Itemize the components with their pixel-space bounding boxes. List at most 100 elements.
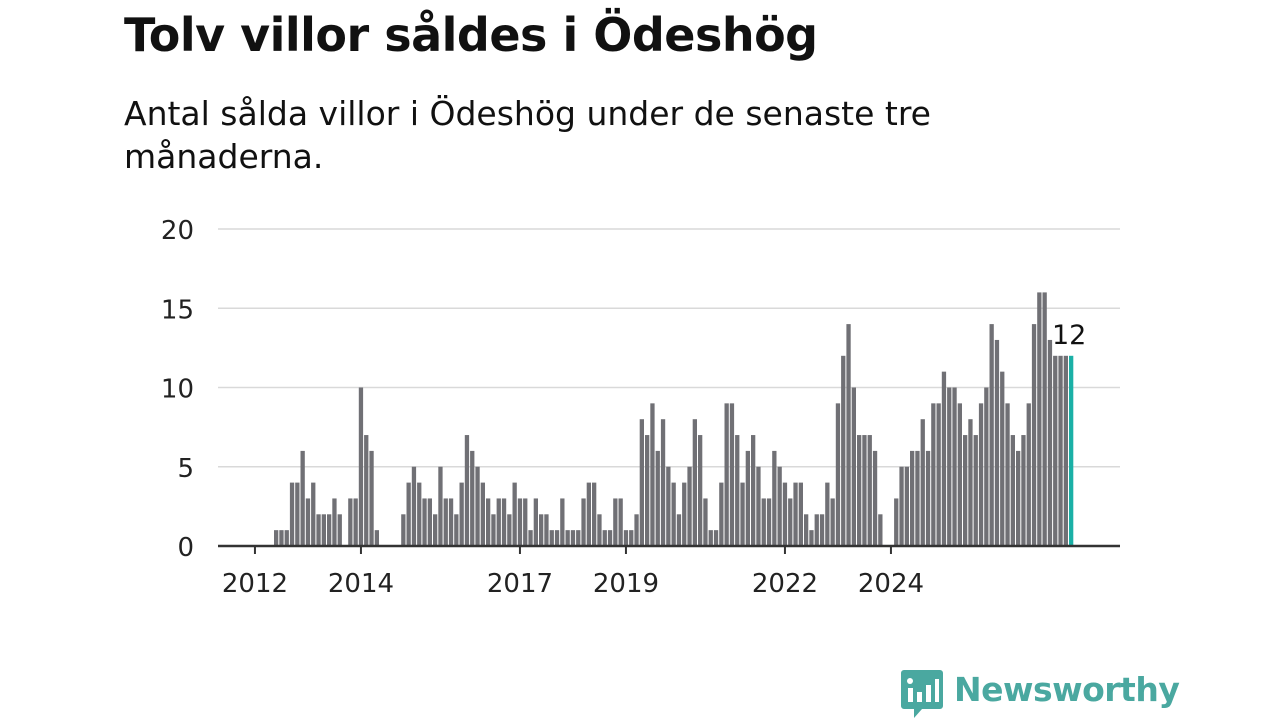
bar xyxy=(910,450,915,546)
bar xyxy=(851,387,856,546)
chart-title: Tolv villor såldes i Ödeshög xyxy=(124,8,818,62)
x-tick-label: 2012 xyxy=(222,569,288,599)
y-tick-label: 15 xyxy=(161,295,194,325)
x-tick-label: 2014 xyxy=(328,569,394,599)
bar xyxy=(788,498,793,546)
bar xyxy=(756,466,761,546)
bar xyxy=(719,482,724,546)
bar xyxy=(411,466,417,546)
bar xyxy=(406,482,411,546)
bar xyxy=(554,530,560,546)
bar xyxy=(1016,450,1021,546)
bar xyxy=(872,450,878,546)
bar xyxy=(586,482,591,546)
bar-latest xyxy=(1069,355,1074,546)
bar xyxy=(576,530,581,546)
y-tick-label: 5 xyxy=(177,454,194,484)
bar xyxy=(480,482,485,546)
bar xyxy=(809,530,814,546)
bar xyxy=(729,403,735,546)
bar xyxy=(708,530,713,546)
bar xyxy=(941,371,947,546)
bar xyxy=(517,498,523,546)
bar xyxy=(735,435,740,546)
y-tick-label: 0 xyxy=(177,533,194,563)
bar xyxy=(316,514,321,546)
bar xyxy=(353,498,358,546)
bar xyxy=(947,387,952,546)
bar xyxy=(607,530,613,546)
bar xyxy=(1026,403,1031,546)
newsworthy-logo: Newsworthy xyxy=(900,668,1180,720)
x-tick-label: 2017 xyxy=(487,569,553,599)
highlight-value-label: 12 xyxy=(1052,320,1086,351)
bar xyxy=(570,530,576,546)
bar xyxy=(994,339,1000,546)
bar xyxy=(533,498,538,546)
bar xyxy=(496,498,501,546)
bar xyxy=(963,435,968,546)
bar xyxy=(364,435,369,546)
bar xyxy=(1000,371,1005,546)
bar xyxy=(305,498,311,546)
bar xyxy=(427,498,432,546)
x-tick-label: 2019 xyxy=(593,569,659,599)
bar xyxy=(592,482,597,546)
bar xyxy=(374,530,379,546)
bar xyxy=(417,482,422,546)
bar xyxy=(655,450,660,546)
bar xyxy=(1042,292,1047,546)
bar xyxy=(337,514,342,546)
bar xyxy=(804,514,809,546)
bar xyxy=(671,482,676,546)
bar xyxy=(565,530,570,546)
bar xyxy=(623,530,629,546)
bar xyxy=(957,403,962,546)
bar xyxy=(984,387,989,546)
y-axis-ticks: 0 5 10 15 20 xyxy=(161,216,194,563)
bar xyxy=(973,435,978,546)
bar xyxy=(835,403,841,546)
bar xyxy=(459,482,464,546)
bar xyxy=(433,514,438,546)
bar xyxy=(645,435,650,546)
bar xyxy=(501,498,507,546)
bar xyxy=(544,514,549,546)
bar xyxy=(894,498,899,546)
bar xyxy=(1063,355,1068,546)
bar xyxy=(745,450,750,546)
bar xyxy=(1037,292,1042,546)
bar xyxy=(295,482,300,546)
bar xyxy=(528,530,533,546)
bar xyxy=(311,482,316,546)
bar xyxy=(761,498,766,546)
bar xyxy=(401,514,406,546)
bar xyxy=(327,514,332,546)
bar xyxy=(274,530,279,546)
bar xyxy=(687,466,692,546)
bar xyxy=(332,498,337,546)
bar xyxy=(703,498,708,546)
bar xyxy=(740,482,745,546)
bar xyxy=(560,498,565,546)
bar-chart-speech-bubble-icon xyxy=(901,670,943,718)
bar xyxy=(676,514,682,546)
bar xyxy=(486,498,491,546)
bar xyxy=(846,324,851,546)
bar xyxy=(1005,403,1010,546)
chart-subtitle: Antal sålda villor i Ödeshög under de se… xyxy=(124,94,931,176)
bar xyxy=(422,498,427,546)
bar xyxy=(968,419,973,546)
bar xyxy=(1031,324,1037,546)
bar xyxy=(512,482,517,546)
bar xyxy=(857,435,862,546)
bar xyxy=(952,387,957,546)
bar xyxy=(438,466,443,546)
bar xyxy=(348,498,353,546)
bar xyxy=(793,482,798,546)
bar xyxy=(464,435,470,546)
bar xyxy=(639,419,644,546)
bar xyxy=(629,530,634,546)
bar xyxy=(1058,355,1063,546)
x-axis-ticks: 2012 2014 2017 2019 2022 2024 xyxy=(222,546,924,599)
